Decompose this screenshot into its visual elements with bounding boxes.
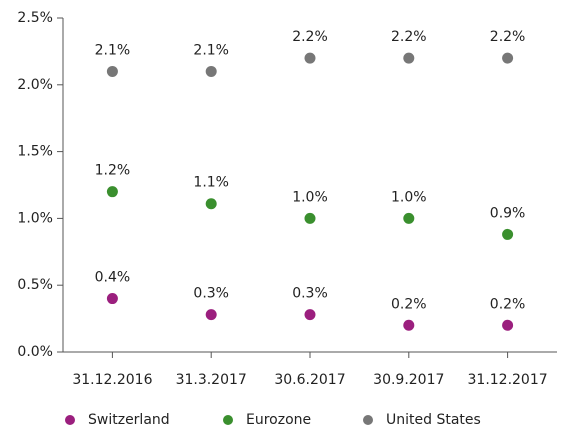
dot	[205, 309, 217, 321]
legend-marker	[223, 415, 233, 425]
value-label: 1.0%	[391, 189, 427, 205]
legend-label: Eurozone	[246, 412, 311, 428]
value-label: 1.2%	[95, 163, 131, 179]
dot	[502, 319, 514, 331]
dot	[403, 319, 415, 331]
x-tick-label: 30.9.2017	[373, 372, 444, 388]
value-label: 2.1%	[193, 42, 229, 58]
y-tick-label: 2.0%	[17, 77, 53, 93]
dot	[106, 65, 118, 77]
x-tick-label: 31.3.2017	[176, 372, 247, 388]
value-label: 2.2%	[391, 29, 427, 45]
x-tick-label: 31.12.2017	[468, 372, 548, 388]
value-label: 0.9%	[490, 205, 526, 221]
legend-label: United States	[386, 412, 481, 428]
dot	[304, 52, 316, 64]
x-tick-label: 30.6.2017	[274, 372, 345, 388]
y-tick-label: 1.5%	[17, 144, 53, 160]
dot	[304, 212, 316, 224]
legend-label: Switzerland	[88, 412, 170, 428]
dot	[205, 198, 217, 210]
y-tick-label: 1.0%	[17, 210, 53, 226]
dot	[106, 186, 118, 198]
value-label: 2.2%	[292, 29, 328, 45]
y-tick-label: 0.0%	[17, 344, 53, 360]
value-label: 0.3%	[292, 286, 328, 302]
dot	[502, 228, 514, 240]
dot	[403, 212, 415, 224]
dot	[304, 309, 316, 321]
legend-marker	[65, 415, 75, 425]
value-label: 0.2%	[490, 296, 526, 312]
dot	[205, 65, 217, 77]
y-tick-label: 0.5%	[17, 277, 53, 293]
value-label: 2.1%	[95, 42, 131, 58]
value-label: 1.0%	[292, 189, 328, 205]
legend-marker	[363, 415, 373, 425]
value-label: 0.2%	[391, 296, 427, 312]
y-tick-label: 2.5%	[17, 10, 53, 26]
dot	[502, 52, 514, 64]
dot	[106, 293, 118, 305]
dot	[403, 52, 415, 64]
value-label: 1.1%	[193, 175, 229, 191]
value-label: 0.3%	[193, 286, 229, 302]
value-label: 2.2%	[490, 29, 526, 45]
value-label: 0.4%	[95, 270, 131, 286]
x-tick-label: 31.12.2016	[72, 372, 152, 388]
